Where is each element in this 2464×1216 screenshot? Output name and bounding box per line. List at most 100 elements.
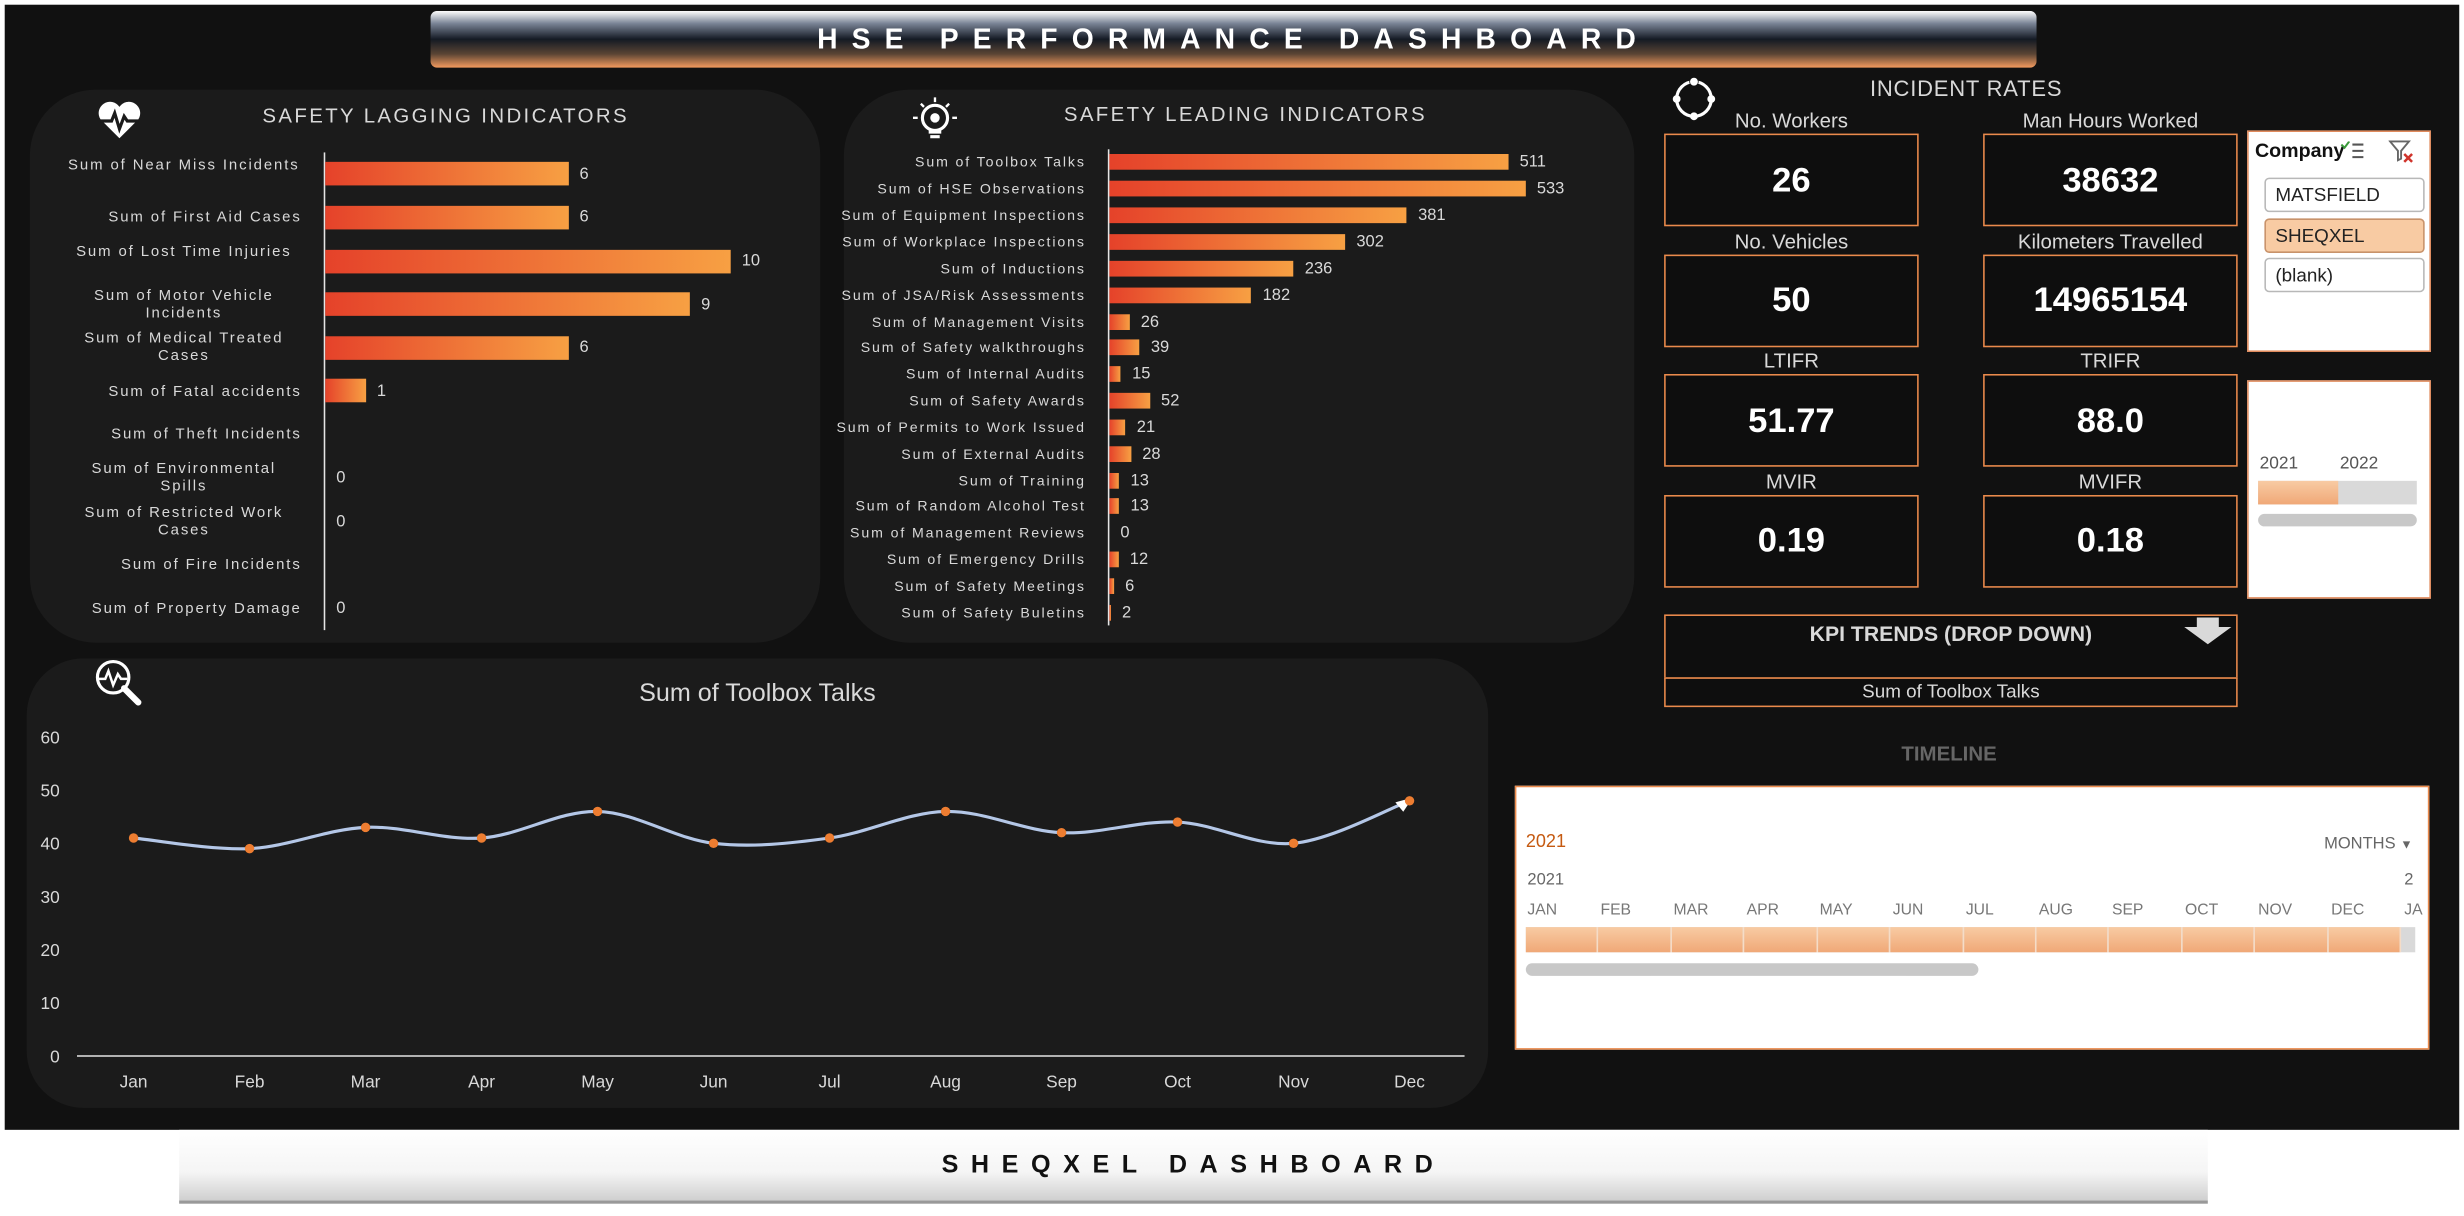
bar-label: Sum of Fatal accidents	[108, 383, 302, 401]
x-tick-label: Aug	[930, 1071, 961, 1091]
header-banner: HSE PERFORMANCE DASHBOARD	[430, 10, 2037, 68]
timeline-month-label[interactable]: MAR	[1673, 901, 1709, 920]
bar	[1109, 154, 1509, 171]
timeline-month-label[interactable]: JAN	[1527, 901, 1558, 920]
bar-label: Sum of HSE Observations	[877, 181, 1086, 197]
data-point	[476, 833, 487, 843]
x-tick-label: Feb	[235, 1071, 265, 1091]
bar	[325, 162, 569, 186]
bar-value: 28	[1142, 444, 1161, 464]
timeline-month-label[interactable]: JUL	[1965, 901, 1994, 920]
data-point	[244, 843, 255, 854]
y-tick-label: 0	[50, 1046, 60, 1066]
kpi-value: 38632	[1983, 133, 2238, 227]
timeline-month-cell[interactable]	[2109, 927, 2183, 953]
y-tick-label: 40	[40, 834, 59, 854]
timeline-month-cell[interactable]	[2036, 927, 2110, 953]
bar	[1109, 181, 1526, 197]
year-track[interactable]	[2258, 480, 2417, 505]
lagging-panel: SAFETY LAGGING INDICATORS Sum of Near Mi…	[29, 89, 821, 643]
timeline-slicer: 2021 MONTHS ▼ 2021 2 JAN FEB MAR APR MAY JUN J…	[1514, 785, 2430, 1050]
bar	[1109, 366, 1122, 383]
bar-value: 6	[579, 338, 589, 358]
x-tick-label: Jul	[819, 1071, 841, 1091]
kpi-label: No. Workers	[1734, 108, 1848, 132]
bar-label: Sum of Safety Meetings	[894, 578, 1086, 595]
bar-label: Sum of First Aid Cases	[108, 209, 302, 227]
kpi-label: Kilometers Travelled	[2017, 228, 2203, 253]
kpi-label: MVIFR	[2078, 469, 2143, 493]
heartbeat-icon	[98, 101, 141, 139]
bar-value: 0	[1120, 523, 1130, 543]
year-scrollbar[interactable]	[2258, 513, 2417, 527]
bar-label: Sum of Training	[958, 472, 1086, 489]
bar-value: 236	[1304, 258, 1333, 278]
clear-filter-icon[interactable]	[2388, 140, 2414, 164]
bar	[1109, 472, 1120, 489]
timeline-month-cell[interactable]	[1890, 927, 1964, 953]
timeline-level-select[interactable]: MONTHS ▼	[2324, 834, 2413, 853]
bar	[325, 379, 366, 403]
company-slicer-item[interactable]: (blank)	[2264, 257, 2425, 293]
timeline-month-label[interactable]: FEB	[1600, 901, 1632, 920]
kpi-value: 0.18	[1983, 494, 2238, 587]
timeline-month-label[interactable]: JUN	[1892, 901, 1924, 920]
timeline-selected-range[interactable]	[1525, 927, 2402, 953]
timeline-month-cell[interactable]	[2182, 927, 2256, 953]
incident-rates-title: INCIDENT RATES	[1869, 75, 2063, 101]
bar-value: 0	[336, 511, 346, 531]
timeline-year-label: 2021	[1527, 870, 1565, 890]
kpi-trend-title: KPI TRENDS (DROP DOWN)	[1809, 622, 2093, 646]
timeline-month-label[interactable]: JA	[2404, 901, 2423, 920]
bar-label: Sum of Safety Buletins	[901, 604, 1086, 621]
timeline-month-label[interactable]: AUG	[2038, 901, 2073, 920]
timeline-month-cell[interactable]	[1744, 927, 1818, 953]
kpi-label: LTIFR	[1763, 348, 1820, 373]
dropdown-arrow-icon[interactable]	[2181, 617, 2234, 646]
kpi-label: Man Hours Worked	[2022, 108, 2199, 132]
year-selected-bar[interactable]	[2258, 480, 2339, 505]
timeline-month-label[interactable]: APR	[1746, 901, 1779, 920]
dashboard-title: HSE PERFORMANCE DASHBOARD	[817, 22, 1650, 55]
bar-value: 6	[579, 164, 589, 184]
bar-value: 9	[701, 294, 711, 314]
year-2021-label[interactable]: 2021	[2259, 454, 2299, 473]
timeline-month-label[interactable]: DEC	[2331, 901, 2365, 920]
timeline-month-cell[interactable]	[1817, 927, 1891, 953]
lagging-title: SAFETY LAGGING INDICATORS	[262, 103, 629, 128]
timeline-month-cell[interactable]	[1598, 927, 1672, 953]
timeline-month-cell[interactable]	[1671, 927, 1745, 953]
kpi-label: No. Vehicles	[1734, 228, 1849, 253]
timeline-month-label[interactable]: OCT	[2185, 901, 2219, 920]
bar	[1109, 207, 1408, 224]
x-tick-label: Oct	[1164, 1071, 1191, 1091]
bar-label: Sum of Emergency Drills	[886, 551, 1086, 568]
bar	[325, 292, 691, 316]
timeline-month-cell[interactable]	[1525, 927, 1599, 953]
timeline-month-cell[interactable]	[2255, 927, 2329, 953]
timeline-track[interactable]	[1525, 927, 2416, 953]
timeline-month-cell[interactable]	[1963, 927, 2037, 953]
timeline-month-label[interactable]: SEP	[2111, 901, 2144, 920]
bar	[1109, 419, 1126, 436]
year-2022-label[interactable]: 2022	[2339, 454, 2379, 473]
kpi-value: 88.0	[1983, 373, 2238, 467]
timeline-scrollbar[interactable]	[1525, 963, 1979, 976]
bar-label: Sum of Permits to Work Issued	[836, 419, 1086, 436]
timeline-month-label[interactable]: NOV	[2258, 901, 2293, 920]
kpi-value: 51.77	[1664, 373, 1919, 467]
bar-label: Sum of Random Alcohol Test	[855, 498, 1086, 515]
bar-value: 6	[1125, 576, 1135, 596]
bar-value: 12	[1129, 550, 1149, 570]
kpi-trend-dropdown[interactable]: KPI TRENDS (DROP DOWN)	[1664, 614, 2238, 679]
bar-label: Sum of Internal Audits	[905, 366, 1086, 383]
timeline-month-label[interactable]: MAY	[1819, 901, 1853, 920]
company-slicer-item[interactable]: MATSFIELD	[2264, 177, 2425, 213]
multi-select-icon[interactable]	[2340, 141, 2365, 161]
kpi-trend-selected[interactable]: Sum of Toolbox Talks	[1664, 677, 2238, 708]
company-slicer-item[interactable]: SHEQXEL	[2264, 217, 2425, 253]
bar	[1109, 313, 1130, 330]
bar-label: Sum of External Audits	[901, 445, 1086, 462]
kpi-value: 14965154	[1983, 253, 2238, 347]
timeline-month-cell[interactable]	[2328, 927, 2402, 953]
